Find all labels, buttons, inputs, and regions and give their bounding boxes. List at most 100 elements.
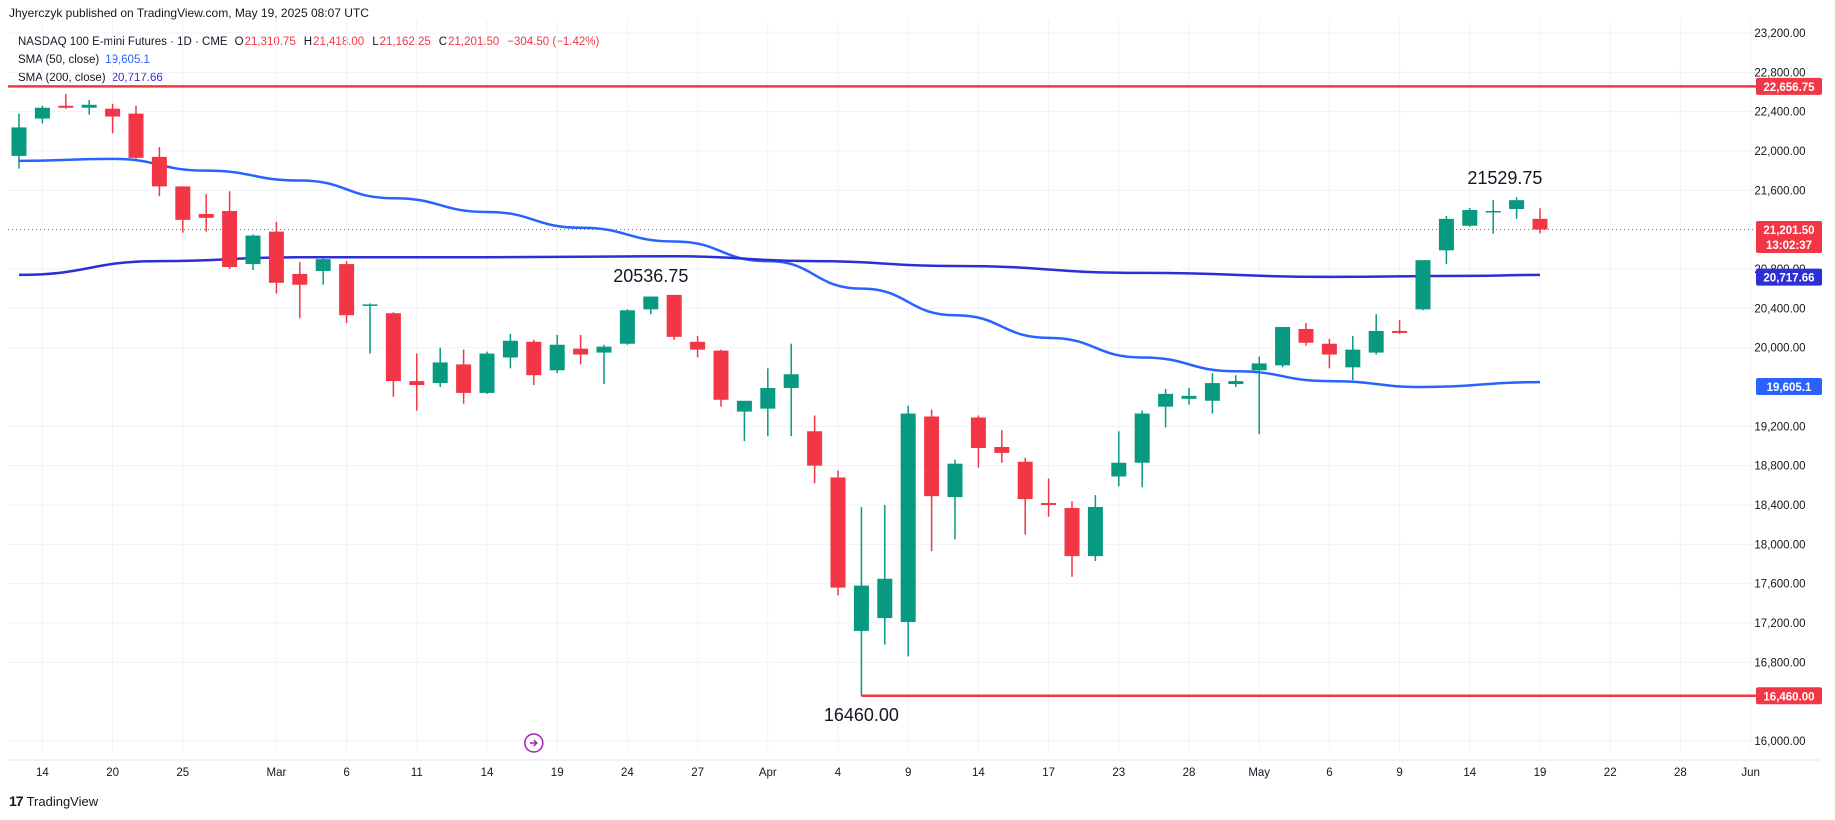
sma50-row[interactable]: SMA (50, close) 19,605.1 — [18, 51, 600, 69]
candle[interactable] — [268, 221, 284, 294]
candle[interactable] — [198, 194, 214, 232]
candle[interactable] — [549, 334, 565, 374]
candle[interactable] — [1134, 410, 1150, 488]
candle[interactable] — [619, 309, 635, 345]
candle[interactable] — [34, 105, 50, 124]
time-tick-label[interactable]: 27 — [691, 767, 704, 779]
candle[interactable] — [1181, 387, 1197, 405]
time-tick-label[interactable]: 24 — [621, 767, 634, 779]
candle[interactable] — [409, 353, 425, 411]
candle[interactable] — [362, 303, 378, 354]
candle[interactable] — [245, 234, 261, 270]
price-tick-label[interactable]: 23,200.00 — [1754, 28, 1805, 40]
candle[interactable] — [947, 459, 963, 540]
time-tick-label[interactable]: 11 — [411, 767, 423, 779]
candle[interactable] — [713, 349, 729, 407]
candle[interactable] — [1228, 375, 1244, 387]
price-tick-label[interactable]: 19,200.00 — [1754, 421, 1805, 433]
candle[interactable] — [58, 93, 74, 109]
candle[interactable] — [1415, 260, 1431, 311]
price-tick-label[interactable]: 18,800.00 — [1754, 461, 1805, 473]
price-tick-label[interactable]: 16,000.00 — [1754, 736, 1805, 748]
time-tick-label[interactable]: 4 — [835, 767, 842, 779]
price-tick-label[interactable]: 20,400.00 — [1754, 303, 1805, 315]
candle[interactable] — [222, 191, 238, 269]
candle[interactable] — [643, 296, 659, 315]
candle[interactable] — [877, 505, 893, 645]
candle[interactable] — [807, 415, 823, 484]
candle[interactable] — [151, 147, 167, 197]
time-tick-label[interactable]: 14 — [972, 767, 985, 779]
time-tick-label[interactable]: 9 — [905, 767, 911, 779]
candle[interactable] — [1532, 208, 1548, 234]
candle[interactable] — [432, 347, 448, 387]
candle[interactable] — [690, 335, 706, 358]
candle[interactable] — [11, 113, 27, 169]
time-tick-label[interactable]: 6 — [1326, 767, 1332, 779]
candle[interactable] — [175, 186, 191, 233]
candle[interactable] — [573, 334, 589, 365]
candle[interactable] — [1345, 335, 1361, 381]
event-marker-icon[interactable] — [524, 733, 544, 753]
candle[interactable] — [1087, 495, 1103, 562]
candle[interactable] — [1509, 197, 1525, 219]
candle[interactable] — [1111, 431, 1127, 487]
time-tick-label[interactable]: 14 — [1463, 767, 1476, 779]
time-tick-label[interactable]: 28 — [1674, 767, 1687, 779]
candle[interactable] — [666, 294, 682, 340]
candle[interactable] — [479, 351, 495, 394]
time-axis[interactable]: 14 20 25 Mar 6 11 14 19 24 27 Apr 4 9 14 17 23 28 May 6 9 14… — [8, 759, 1820, 779]
candle[interactable] — [900, 405, 916, 657]
sma200-row[interactable]: SMA (200, close) 20,717.66 — [18, 69, 600, 87]
candle[interactable] — [1017, 457, 1033, 535]
candle[interactable] — [502, 333, 518, 369]
time-tick-label[interactable]: 6 — [343, 767, 349, 779]
candle[interactable] — [128, 105, 144, 159]
candle[interactable] — [105, 103, 121, 134]
price-tick-label[interactable]: 17,200.00 — [1754, 618, 1805, 630]
price-tick-label[interactable]: 22,000.00 — [1754, 146, 1805, 158]
time-tick-label[interactable]: Jun — [1741, 767, 1760, 779]
candle[interactable] — [81, 99, 97, 115]
time-tick-label[interactable]: 17 — [1042, 767, 1055, 779]
candle[interactable] — [1368, 314, 1384, 355]
candle[interactable] — [339, 261, 355, 324]
symbol-label[interactable]: NASDAQ 100 E-mini Futures · 1D · CME — [18, 36, 228, 48]
time-tick-label[interactable]: 28 — [1183, 767, 1196, 779]
time-tick-label[interactable]: 20 — [106, 767, 119, 779]
candle[interactable] — [1298, 323, 1314, 346]
candle[interactable] — [315, 258, 331, 285]
candle[interactable] — [1041, 478, 1057, 517]
time-tick-label[interactable]: 22 — [1604, 767, 1617, 779]
price-tick-label[interactable]: 22,400.00 — [1754, 107, 1805, 119]
candle[interactable] — [1438, 215, 1454, 265]
candle[interactable] — [1158, 388, 1174, 428]
candle[interactable] — [736, 400, 752, 442]
candle[interactable] — [385, 312, 401, 397]
price-axis[interactable]: 23,200.00 22,800.00 22,400.00 22,000.00 21,6… — [1754, 28, 1805, 748]
candle[interactable] — [292, 262, 308, 319]
time-tick-label[interactable]: 9 — [1396, 767, 1402, 779]
price-tick-label[interactable]: 17,600.00 — [1754, 579, 1805, 591]
candle[interactable] — [1485, 200, 1501, 234]
time-tick-label[interactable]: 14 — [36, 767, 49, 779]
time-tick-label[interactable]: 19 — [551, 767, 564, 779]
time-tick-label[interactable]: Apr — [759, 767, 777, 779]
price-tick-label[interactable]: 16,800.00 — [1754, 657, 1805, 669]
candle[interactable] — [1275, 327, 1291, 368]
candle[interactable] — [1064, 501, 1080, 577]
candle[interactable] — [1462, 208, 1478, 227]
candle[interactable] — [924, 409, 940, 552]
candle[interactable] — [760, 368, 776, 437]
candle[interactable] — [1392, 320, 1408, 334]
candle[interactable] — [830, 470, 846, 596]
candle[interactable] — [456, 349, 472, 404]
price-tick-label[interactable]: 21,600.00 — [1754, 185, 1805, 197]
candle[interactable] — [970, 415, 986, 468]
price-tick-label[interactable]: 18,400.00 — [1754, 500, 1805, 512]
candle[interactable] — [526, 339, 542, 386]
candle[interactable] — [1204, 373, 1220, 414]
tradingview-logo[interactable]: 17 TradingView — [9, 793, 98, 809]
candle[interactable] — [1321, 338, 1337, 369]
